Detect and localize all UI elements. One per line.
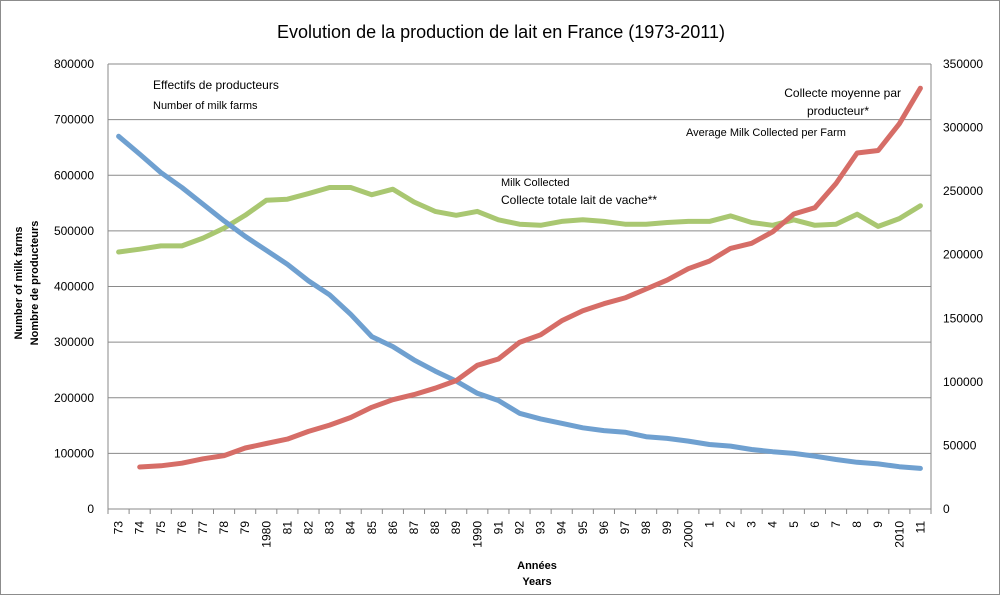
y-right-tick-label: 250000: [943, 184, 983, 198]
x-tick-label: 6: [808, 521, 822, 528]
series-lines: [116, 85, 923, 471]
x-tick-label: 4: [766, 521, 780, 528]
chart-title: Evolution de la production de lait en Fr…: [277, 22, 725, 42]
x-tick-label: 82: [301, 521, 315, 535]
x-tick-label: 73: [112, 521, 126, 535]
x-tick-label: 5: [787, 521, 801, 528]
x-tick-label: 76: [175, 521, 189, 535]
x-tick-label: 1980: [259, 521, 273, 548]
x-tick-label: 98: [639, 521, 653, 535]
x-tick-label: 2010: [892, 521, 906, 548]
annotation-collecte-moyenne-line2: producteur*: [807, 104, 869, 118]
annotation-effectifs: Effectifs de producteurs: [153, 78, 279, 92]
x-tick-label: 74: [133, 521, 147, 535]
x-tick-label: 1: [702, 521, 716, 528]
x-tick-label: 84: [344, 521, 358, 535]
y-left-tick-label: 300000: [54, 335, 94, 349]
x-axis-title-fr: Années: [517, 560, 557, 572]
x-tick-label: 97: [618, 521, 632, 535]
x-tick-label: 79: [238, 521, 252, 535]
y-right-tick-label: 350000: [943, 57, 983, 71]
x-tick-label: 93: [534, 521, 548, 535]
x-axis-title-en: Years: [522, 576, 551, 588]
x-tick-label: 75: [154, 521, 168, 535]
x-tick-label: 81: [280, 521, 294, 535]
x-tick-label: 1990: [470, 521, 484, 548]
x-tick-label: 77: [196, 521, 210, 535]
x-tick-label: 96: [597, 521, 611, 535]
x-tick-label: 99: [660, 521, 674, 535]
x-tick-label: 92: [513, 521, 527, 535]
y-left-tick-label: 100000: [54, 446, 94, 460]
series-line-0: [116, 133, 923, 471]
y-left-tick-label: 800000: [54, 57, 94, 71]
tick-labels: 0100000200000300000400000500000600000700…: [54, 57, 983, 548]
x-tick-label: 2: [724, 521, 738, 528]
x-tick-label: 94: [555, 521, 569, 535]
axes: [107, 64, 932, 514]
y-left-tick-label: 0: [87, 502, 94, 516]
x-tick-label: 83: [323, 521, 337, 535]
x-tick-label: 85: [365, 521, 379, 535]
x-tick-label: 2000: [681, 521, 695, 548]
x-tick-label: 91: [491, 521, 505, 535]
annotation-collecte-totale: Collecte totale lait de vache**: [501, 193, 657, 207]
y-left-tick-label: 500000: [54, 224, 94, 238]
y-right-tick-label: 150000: [943, 311, 983, 325]
y-right-tick-label: 50000: [943, 438, 977, 452]
x-tick-label: 7: [829, 521, 843, 528]
y-axis-title-fr: Nombre de producteurs: [29, 221, 41, 346]
annotation-collecte-moyenne-line1: Collecte moyenne par: [784, 86, 901, 100]
y-right-tick-label: 0: [943, 502, 950, 516]
y-right-tick-label: 100000: [943, 375, 983, 389]
x-tick-label: 8: [850, 521, 864, 528]
gridlines: [108, 63, 931, 454]
x-tick-label: 11: [913, 521, 927, 534]
annotation-milk-collected: Milk Collected: [501, 177, 569, 189]
y-axis-title-en: Number of milk farms: [13, 226, 25, 339]
annotation-average-milk: Average Milk Collected per Farm: [686, 127, 846, 139]
annotation-number-farms: Number of milk farms: [153, 100, 258, 112]
x-tick-label: 78: [217, 521, 231, 535]
x-tick-label: 88: [428, 521, 442, 535]
y-right-tick-label: 200000: [943, 248, 983, 262]
series-line-2: [137, 85, 923, 470]
y-right-tick-label: 300000: [943, 121, 983, 135]
y-left-tick-label: 200000: [54, 391, 94, 405]
x-tick-label: 86: [386, 521, 400, 535]
y-left-tick-label: 700000: [54, 113, 94, 127]
x-tick-label: 95: [576, 521, 590, 535]
x-tick-label: 9: [871, 521, 885, 528]
y-left-tick-label: 400000: [54, 280, 94, 294]
x-tick-label: 89: [449, 521, 463, 535]
x-tick-label: 87: [407, 521, 421, 535]
x-tick-label: 3: [745, 521, 759, 528]
y-left-tick-label: 600000: [54, 168, 94, 182]
